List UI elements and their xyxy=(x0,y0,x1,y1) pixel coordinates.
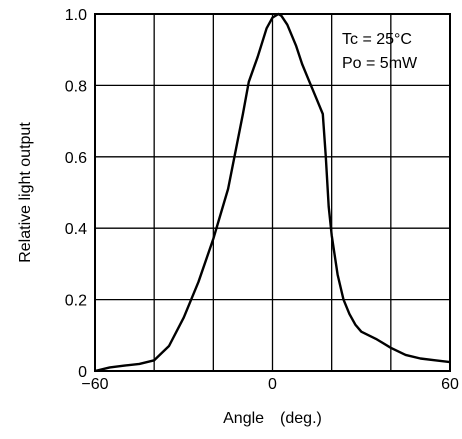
y-tick-label: 0.4 xyxy=(65,221,87,238)
y-tick-label: 0.2 xyxy=(65,293,87,310)
y-tick-label: 0.8 xyxy=(65,78,87,95)
series-line xyxy=(94,12,451,373)
x-tick-label: 0 xyxy=(268,376,277,393)
annotation-temperature: Tc = 25°C xyxy=(342,31,412,48)
plot-area xyxy=(94,13,451,372)
x-tick-label: −60 xyxy=(81,376,108,393)
y-axis-label: Relative light output xyxy=(17,122,34,263)
y-tick-label: 0.6 xyxy=(65,150,87,167)
grid xyxy=(95,14,450,371)
annotation-power: Po = 5mW xyxy=(342,55,418,72)
x-tick-label: 60 xyxy=(441,376,459,393)
y-tick-label: 1.0 xyxy=(65,7,87,24)
x-axis-label: Angle (deg.) xyxy=(223,410,322,427)
y-tick-labels: 0 0.2 0.4 0.6 0.8 1.0 xyxy=(65,7,87,381)
y-tick-label: 0 xyxy=(78,364,87,381)
x-tick-labels: −60 0 60 xyxy=(81,376,459,393)
